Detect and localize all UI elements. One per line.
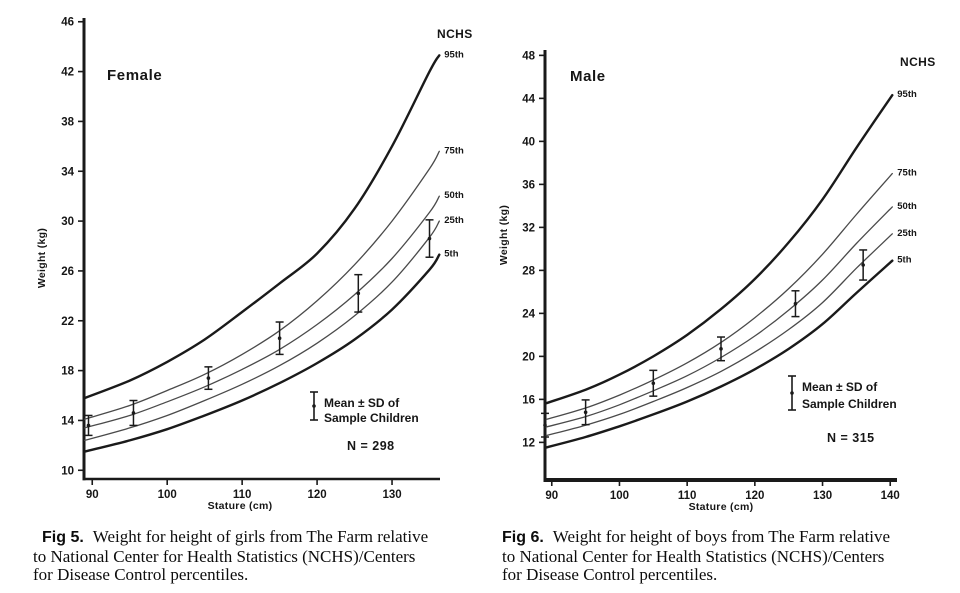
curve-50th [544,206,893,428]
sample-points [541,249,868,438]
mean-dot [583,410,588,415]
percentile-curves: 95th 75th 50th 25th 5th [83,49,464,453]
caption-text-line: Weight for height of boys from The Farm … [552,527,891,546]
y-tick-label: 46 [61,17,74,29]
y-tick-label: 30 [61,216,74,228]
x-tick-label: 110 [233,489,252,501]
x-tick-label: 120 [745,490,764,502]
y-tick-label: 22 [61,316,74,328]
x-tick-label: 110 [678,490,697,502]
chart-title: Female [107,67,162,84]
y-tick-label: 38 [61,116,74,128]
y-tick-label: 28 [522,265,535,277]
axes: 10 14 18 22 26 30 34 38 42 46 90 100 110 120 130 [61,17,440,501]
x-tick-label: 100 [158,489,177,501]
female-weight-for-height-chart: 10 14 18 22 26 30 34 38 42 46 90 100 110 120 130 95th 75… [36,17,473,512]
curve-95th [543,94,894,405]
mean-dot [131,411,136,415]
curve-75th [84,150,440,420]
y-tick-label: 24 [522,308,535,320]
sample-size-label: N = 315 [827,431,875,445]
percentile-label-50th: 50th [444,190,464,201]
mean-dot [719,347,723,351]
male-weight-for-height-chart: 12 16 20 24 28 32 36 40 44 48 90 100 110 120 130 140 95t… [498,50,936,513]
nchs-label: NCHS [900,55,936,69]
percentile-label-95th: 95th [444,49,464,60]
curve-5th [543,259,894,449]
curve-5th [83,253,441,453]
caption-text-line: for Disease Control percentiles. [33,565,249,584]
curve-50th [84,195,440,429]
curve-95th [83,54,441,400]
mean-dot [356,291,361,296]
percentile-label-5th: 5th [444,249,458,260]
y-tick-label: 40 [522,136,535,148]
x-axis-title: Stature (cm) [208,500,273,512]
figure-5-female-chart: 10 14 18 22 26 30 34 38 42 46 90 100 110 120 130 95th 75… [0,0,480,520]
y-tick-label: 12 [522,437,535,449]
y-axis-title: Weight (kg) [36,228,48,288]
sample-size-label: N = 298 [347,439,395,453]
x-tick-label: 90 [86,489,99,501]
y-tick-label: 16 [522,394,535,406]
x-tick-label: 100 [610,490,629,502]
curve-25th [84,220,440,442]
mean-dot [427,236,432,241]
legend-line-1: Mean ± SD of [802,380,878,394]
chart-title: Male [570,68,606,85]
x-tick-label: 90 [545,490,558,502]
y-tick-label: 10 [61,465,74,477]
legend-line-1: Mean ± SD of [324,396,400,410]
mean-dot [651,381,656,386]
legend-line-2: Sample Children [324,411,419,425]
caption-text-line: to National Center for Health Statistics… [33,546,416,566]
percentile-label-25th: 25th [897,228,917,239]
y-tick-label: 36 [522,179,535,191]
y-tick-label: 32 [522,222,535,234]
mean-dot [277,336,282,341]
caption-text-line: to National Center for Health Statistics… [502,546,885,566]
percentile-label-5th: 5th [897,255,911,266]
y-tick-label: 44 [522,93,535,105]
y-tick-label: 26 [61,266,74,278]
percentile-label-50th: 50th [897,201,917,212]
percentile-label-75th: 75th [897,168,917,179]
percentile-label-75th: 75th [444,145,464,156]
mean-dot [793,301,798,306]
caption-text-line: for Disease Control percentiles. [502,565,718,584]
y-tick-label: 48 [522,50,535,62]
x-tick-label: 120 [307,489,326,501]
caption-text-line: Weight for height of girls from The Farm… [92,527,429,546]
y-tick-label: 20 [522,351,535,363]
y-tick-label: 18 [61,366,74,378]
figure-6-label: Fig 6. [502,529,544,546]
percentile-label-95th: 95th [897,89,917,100]
sample-points [84,219,434,437]
mean-dot [543,423,547,427]
x-tick-label: 130 [813,490,832,502]
y-tick-label: 14 [61,415,74,427]
y-tick-label: 34 [61,166,74,178]
legend-line-2: Sample Children [802,397,897,411]
curve-25th [544,233,893,437]
axes: 12 16 20 24 28 32 36 40 44 48 90 100 110 120 130 140 [522,50,900,502]
figure-5-label: Fig 5. [42,529,84,546]
x-tick-label: 140 [881,490,900,502]
y-axis-title: Weight (kg) [498,205,510,265]
percentile-label-25th: 25th [444,215,464,226]
y-tick-label: 42 [61,67,74,79]
mean-dot [86,423,91,428]
figure-6-male-chart: 12 16 20 24 28 32 36 40 44 48 90 100 110 120 130 140 95t… [480,0,960,520]
x-axis-title: Stature (cm) [689,501,754,513]
figure-5-caption: Fig 5. Weight for height of girls from Th… [33,527,477,585]
legend: Mean ± SD of Sample Children N = 315 [788,375,897,445]
mean-dot [861,263,865,267]
figure-6-caption: Fig 6. Weight for height of boys from The… [502,527,946,585]
nchs-label: NCHS [437,27,473,41]
x-tick-label: 130 [382,489,401,501]
mean-dot [206,376,211,380]
